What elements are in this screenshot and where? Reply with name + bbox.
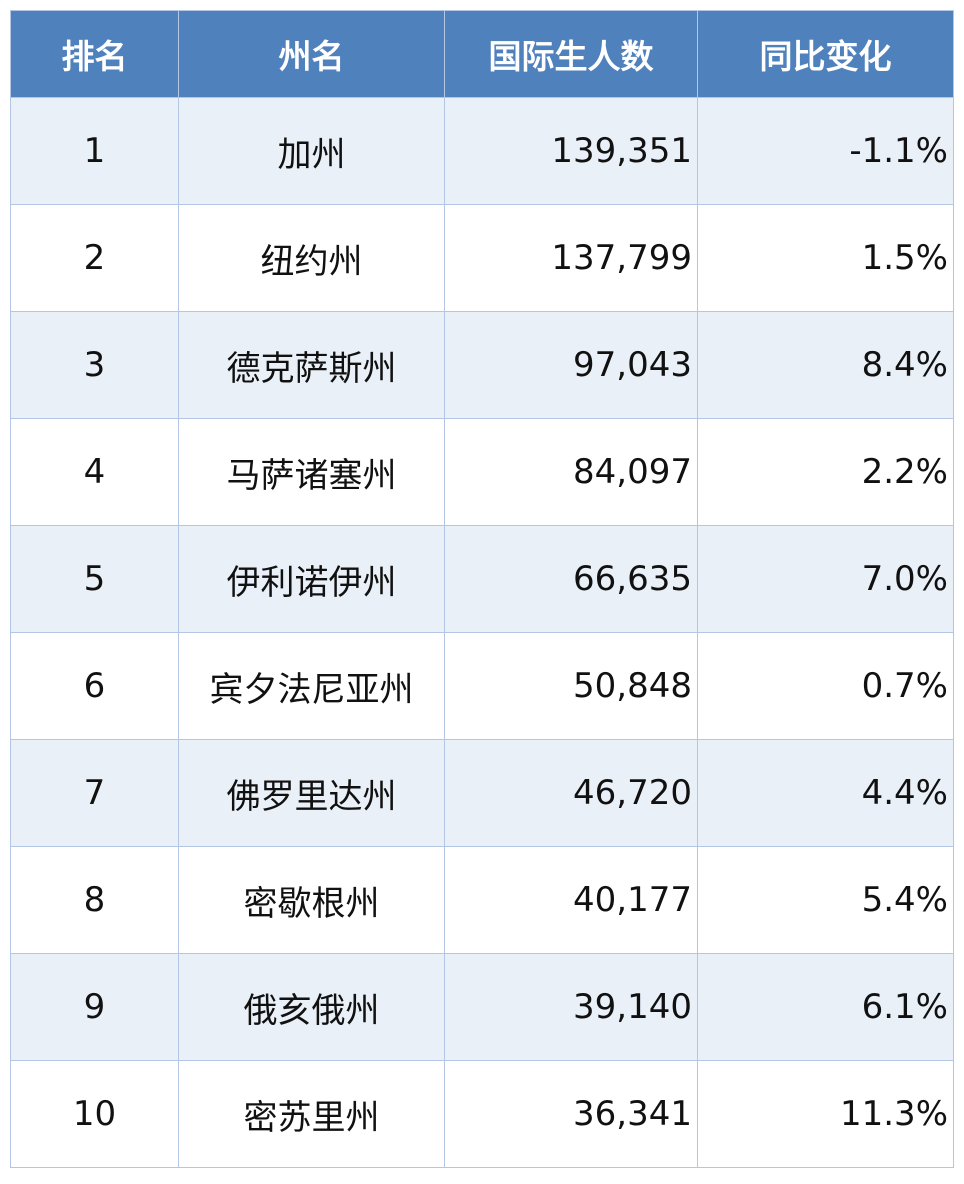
header-students: 国际生人数 xyxy=(444,10,698,98)
table-row: 1 加州 139,351 -1.1% xyxy=(10,97,954,205)
state-cell: 德克萨斯州 xyxy=(178,311,445,419)
state-cell: 俄亥俄州 xyxy=(178,953,445,1061)
state-cell: 伊利诺伊州 xyxy=(178,525,445,633)
table-row: 3 德克萨斯州 97,043 8.4% xyxy=(10,311,954,419)
change-cell: 7.0% xyxy=(697,525,954,633)
state-cell: 马萨诸塞州 xyxy=(178,418,445,526)
state-cell: 密歇根州 xyxy=(178,846,445,954)
students-cell: 66,635 xyxy=(444,525,698,633)
students-cell: 50,848 xyxy=(444,632,698,740)
change-cell: 5.4% xyxy=(697,846,954,954)
table-row: 9 俄亥俄州 39,140 6.1% xyxy=(10,953,954,1061)
table-row: 10 密苏里州 36,341 11.3% xyxy=(10,1060,954,1168)
rank-cell: 7 xyxy=(10,739,179,847)
table-header: 排名 州名 国际生人数 同比变化 xyxy=(10,10,954,98)
change-cell: 4.4% xyxy=(697,739,954,847)
students-cell: 39,140 xyxy=(444,953,698,1061)
ranking-table-container: 排名 州名 国际生人数 同比变化 1 加州 139,351 -1.1% 2 纽约… xyxy=(10,10,954,1168)
state-cell: 加州 xyxy=(178,97,445,205)
header-row: 排名 州名 国际生人数 同比变化 xyxy=(10,10,954,98)
rank-cell: 6 xyxy=(10,632,179,740)
state-cell: 密苏里州 xyxy=(178,1060,445,1168)
state-cell: 宾夕法尼亚州 xyxy=(178,632,445,740)
rank-cell: 5 xyxy=(10,525,179,633)
rank-cell: 9 xyxy=(10,953,179,1061)
table-row: 6 宾夕法尼亚州 50,848 0.7% xyxy=(10,632,954,740)
table-row: 2 纽约州 137,799 1.5% xyxy=(10,204,954,312)
state-cell: 纽约州 xyxy=(178,204,445,312)
header-state: 州名 xyxy=(178,10,445,98)
change-cell: 1.5% xyxy=(697,204,954,312)
change-cell: 11.3% xyxy=(697,1060,954,1168)
rank-cell: 2 xyxy=(10,204,179,312)
header-rank: 排名 xyxy=(10,10,179,98)
rank-cell: 3 xyxy=(10,311,179,419)
change-cell: 0.7% xyxy=(697,632,954,740)
table-row: 7 佛罗里达州 46,720 4.4% xyxy=(10,739,954,847)
students-cell: 97,043 xyxy=(444,311,698,419)
table-row: 8 密歇根州 40,177 5.4% xyxy=(10,846,954,954)
change-cell: 2.2% xyxy=(697,418,954,526)
change-cell: 8.4% xyxy=(697,311,954,419)
table-row: 5 伊利诺伊州 66,635 7.0% xyxy=(10,525,954,633)
rank-cell: 10 xyxy=(10,1060,179,1168)
students-cell: 46,720 xyxy=(444,739,698,847)
header-change: 同比变化 xyxy=(697,10,954,98)
change-cell: 6.1% xyxy=(697,953,954,1061)
table-body: 1 加州 139,351 -1.1% 2 纽约州 137,799 1.5% 3 … xyxy=(10,97,954,1168)
table-row: 4 马萨诸塞州 84,097 2.2% xyxy=(10,418,954,526)
students-cell: 36,341 xyxy=(444,1060,698,1168)
students-cell: 40,177 xyxy=(444,846,698,954)
students-cell: 139,351 xyxy=(444,97,698,205)
state-cell: 佛罗里达州 xyxy=(178,739,445,847)
international-students-table: 排名 州名 国际生人数 同比变化 1 加州 139,351 -1.1% 2 纽约… xyxy=(10,10,954,1168)
rank-cell: 4 xyxy=(10,418,179,526)
students-cell: 84,097 xyxy=(444,418,698,526)
change-cell: -1.1% xyxy=(697,97,954,205)
students-cell: 137,799 xyxy=(444,204,698,312)
rank-cell: 8 xyxy=(10,846,179,954)
rank-cell: 1 xyxy=(10,97,179,205)
